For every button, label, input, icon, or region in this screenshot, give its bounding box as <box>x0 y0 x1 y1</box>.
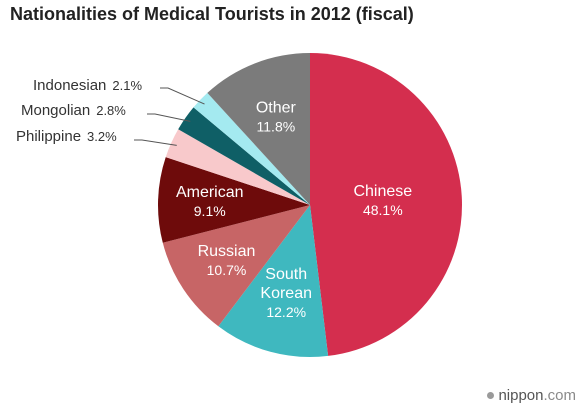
label-chinese: Chinese 48.1% <box>353 183 412 218</box>
slice-mongolian <box>178 107 310 205</box>
brand-name: nippon.com <box>498 387 576 404</box>
value-indonesian: 2.1% <box>112 78 142 93</box>
slice-philippine <box>165 129 310 205</box>
label-russian: Russian 10.7% <box>198 243 256 278</box>
name-mongolian: Mongolian <box>21 102 90 119</box>
pie-slices <box>158 53 463 357</box>
name-indonesian: Indonesian <box>33 77 106 94</box>
value-chinese: 48.1% <box>363 202 403 218</box>
name-russian: Russian <box>198 243 256 260</box>
slice-american <box>158 157 310 243</box>
source-credit: nippon.com <box>487 387 576 404</box>
brand-dot-icon <box>487 392 495 399</box>
name-south-korean: Korean <box>260 285 312 302</box>
label-indonesian: Indonesian 2.1% <box>33 77 142 94</box>
label-other: Other 11.8% <box>256 100 297 135</box>
slice-labels: Chinese 48.1% South Korean 12.2% Russian 10.7%… <box>16 77 412 320</box>
leader-lines <box>134 87 205 146</box>
name-chinese: Chinese <box>353 183 412 200</box>
label-philippine: Philippine 3.2% <box>16 128 117 145</box>
value-mongolian: 2.8% <box>96 103 126 118</box>
label-american: American 9.1% <box>176 184 244 219</box>
value-russian: 10.7% <box>207 262 247 278</box>
label-south-korean: South Korean 12.2% <box>260 266 312 320</box>
slice-south-korean <box>218 205 329 357</box>
value-south-korean: 12.2% <box>266 304 306 320</box>
name-american: American <box>176 184 244 201</box>
name-other: Other <box>256 100 297 117</box>
name-south-korean: South <box>265 266 307 283</box>
chart-title: Nationalities of Medical Tourists in 201… <box>10 4 414 24</box>
brand-name-suffix: .com <box>543 387 576 404</box>
slice-russian <box>162 205 310 327</box>
leader-indonesian <box>160 87 205 105</box>
value-american: 9.1% <box>194 203 226 219</box>
value-other: 11.8% <box>257 119 296 135</box>
brand-name-main: nippon <box>498 387 544 404</box>
name-philippine: Philippine <box>16 128 81 145</box>
value-philippine: 3.2% <box>87 129 117 144</box>
leader-philippine <box>134 139 177 146</box>
slice-other <box>207 53 310 205</box>
slice-indonesian <box>193 92 310 205</box>
leader-mongolian <box>147 113 191 122</box>
label-mongolian: Mongolian 2.8% <box>21 102 126 119</box>
slice-chinese <box>310 53 463 356</box>
